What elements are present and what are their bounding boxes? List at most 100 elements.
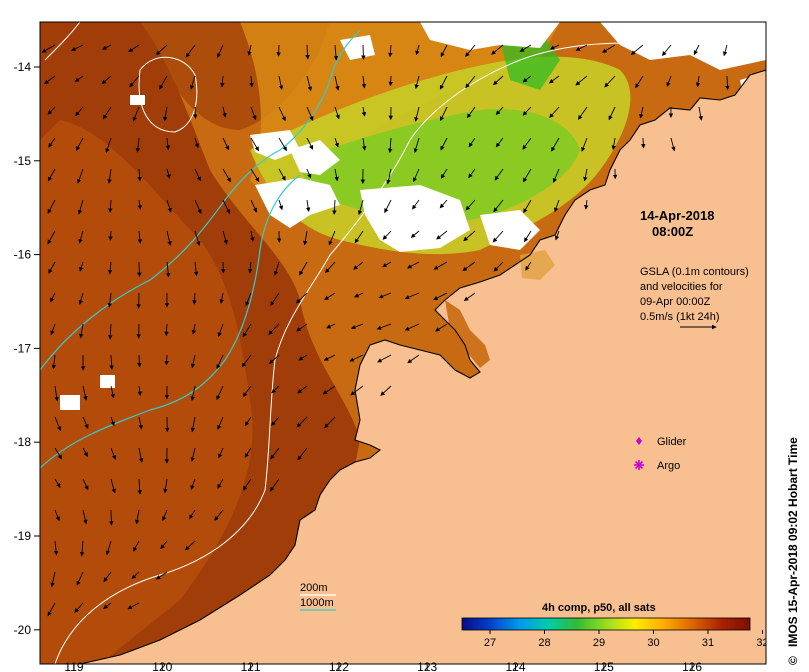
x-tick-label: 124 xyxy=(505,660,525,672)
velocity-arrow xyxy=(271,416,280,426)
velocity-arrow xyxy=(76,571,84,586)
velocity-arrow xyxy=(361,75,367,89)
velocity-arrow xyxy=(435,323,448,332)
velocity-arrow xyxy=(465,199,476,211)
velocity-arrow xyxy=(519,44,532,52)
velocity-arrow xyxy=(250,230,255,242)
velocity-arrow xyxy=(353,261,364,270)
velocity-arrow xyxy=(244,416,252,427)
velocity-arrow xyxy=(50,323,56,336)
y-tick-label: -14 xyxy=(14,60,32,74)
timestamp-time: 08:00Z xyxy=(652,224,693,239)
star-icon xyxy=(634,460,644,470)
velocity-arrow xyxy=(74,75,84,83)
velocity-arrow xyxy=(110,385,115,399)
velocity-arrow xyxy=(382,230,392,240)
velocity-arrow xyxy=(361,137,367,151)
velocity-arrow xyxy=(107,292,112,308)
velocity-arrow xyxy=(388,75,393,87)
velocity-arrow xyxy=(216,354,224,370)
velocity-arrow xyxy=(551,137,560,152)
credit-block: © IMOS 15-Apr-2018 09:02 Hobart Time xyxy=(786,437,800,665)
annotation-line-1: GSLA (0.1m contours) xyxy=(640,266,749,278)
velocity-arrow xyxy=(415,44,420,56)
x-tick-label: 125 xyxy=(594,660,614,672)
velocity-arrow xyxy=(695,75,701,88)
velocity-arrow xyxy=(577,106,588,120)
velocity-arrow xyxy=(273,261,280,276)
velocity-arrow xyxy=(54,416,62,432)
velocity-arrow xyxy=(222,230,228,245)
velocity-arrow xyxy=(79,261,84,272)
colorbar-tick-label: 29 xyxy=(593,637,605,649)
velocity-arrow xyxy=(216,385,224,401)
velocity-arrow xyxy=(76,137,84,151)
velocity-arrow xyxy=(407,261,420,269)
velocity-arrow xyxy=(493,199,504,213)
velocity-arrow xyxy=(492,230,504,243)
velocity-arrow xyxy=(270,447,280,460)
velocity-arrow xyxy=(165,261,171,278)
velocity-arrow xyxy=(105,137,112,154)
y-tick-label: -15 xyxy=(14,154,32,168)
annotation-line-2: and velocities for xyxy=(640,281,723,293)
velocity-arrow xyxy=(404,292,420,300)
diamond-icon xyxy=(636,437,642,445)
velocity-arrow xyxy=(324,416,336,429)
velocity-arrow xyxy=(164,354,169,366)
velocity-arrow xyxy=(82,509,88,525)
velocity-arrow xyxy=(328,230,336,246)
velocity-arrow xyxy=(278,75,284,91)
x-tick-label: 119 xyxy=(64,660,83,672)
velocity-arrow xyxy=(334,168,339,182)
velocity-arrow xyxy=(493,261,504,272)
velocity-arrow xyxy=(439,199,448,209)
velocity-arrow xyxy=(214,509,224,521)
velocity-arrow xyxy=(278,137,287,152)
velocity-arrow xyxy=(217,323,224,338)
depth-legend: 200m 1000m xyxy=(300,582,336,611)
velocity-arrow xyxy=(439,75,448,90)
velocity-arrow xyxy=(332,199,337,215)
credit-text: IMOS 15-Apr-2018 09:02 Hobart Time xyxy=(786,437,800,647)
velocity-arrow xyxy=(413,137,420,154)
velocity-arrow xyxy=(378,292,392,299)
velocity-arrow xyxy=(54,509,60,522)
velocity-arrow xyxy=(278,199,284,211)
velocity-arrow xyxy=(491,44,504,55)
velocity-arrow xyxy=(554,230,560,241)
velocity-arrow xyxy=(241,354,252,368)
y-tick-label: -16 xyxy=(14,248,32,262)
coastline xyxy=(79,69,766,664)
velocity-arrow xyxy=(250,168,260,183)
velocity-arrow xyxy=(131,571,140,579)
x-axis: 119 120 121 122 123 124 125 126 xyxy=(64,660,702,672)
velocity-arrow xyxy=(303,230,308,246)
velocity-arrow xyxy=(522,75,532,83)
velocity-arrow xyxy=(166,168,171,179)
velocity-arrow xyxy=(407,354,420,364)
velocity-arrow xyxy=(602,44,616,53)
velocity-arrow xyxy=(250,137,259,152)
velocity-arrow xyxy=(361,106,367,117)
velocity-arrow xyxy=(129,75,140,88)
velocity-arrow xyxy=(666,75,672,87)
velocity-arrow xyxy=(242,323,252,338)
velocity-arrow xyxy=(79,323,84,339)
velocity-arrow xyxy=(440,168,448,179)
velocity-arrow xyxy=(387,137,393,154)
velocity-arrow xyxy=(127,602,140,610)
velocity-arrow xyxy=(193,261,199,277)
velocity-arrow xyxy=(245,292,252,307)
velocity-arrow xyxy=(361,44,366,60)
y-tick-label: -18 xyxy=(14,435,32,449)
isobath-1000m-south xyxy=(40,174,301,469)
velocity-arrow xyxy=(110,416,115,427)
velocity-arrow xyxy=(306,75,313,92)
velocity-arrow xyxy=(41,44,56,53)
velocity-arrow xyxy=(108,230,113,241)
colorbar-tick-label: 27 xyxy=(484,637,496,649)
velocity-arrow xyxy=(242,478,252,491)
symbols-legend: Glider Argo xyxy=(634,436,687,472)
